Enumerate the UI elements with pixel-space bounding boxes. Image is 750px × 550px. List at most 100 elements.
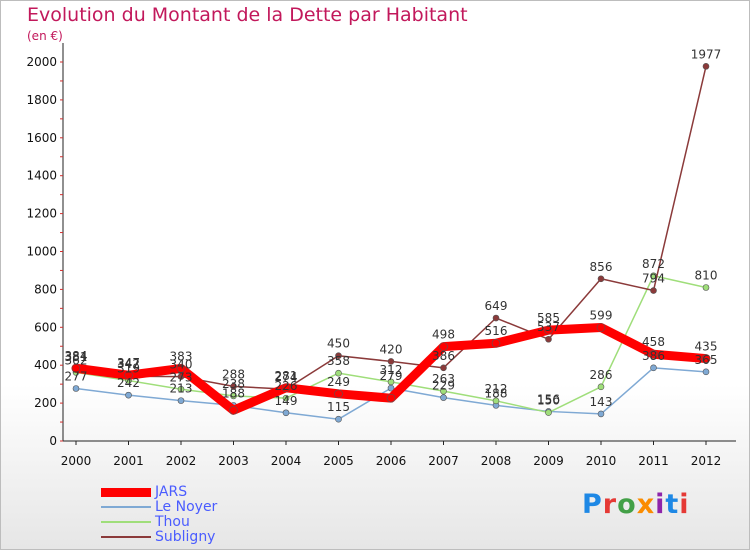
data-point-thou: [230, 392, 237, 400]
data-label-le-noyer: 242: [117, 376, 140, 390]
brand-letter: r: [602, 489, 618, 520]
data-label-subligny: 1977: [691, 47, 722, 61]
legend-label: Le Noyer: [155, 499, 218, 515]
data-label-le-noyer: 365: [695, 353, 718, 367]
data-point-thou: [335, 369, 342, 377]
legend-swatch: [101, 536, 151, 538]
data-label-subligny: 856: [590, 260, 613, 274]
x-tick-label: 2003: [218, 454, 249, 468]
data-label-jars: 383: [170, 349, 193, 363]
brand-letter: t: [665, 489, 680, 520]
y-tick-label: 600: [34, 320, 57, 334]
data-label-subligny: 450: [327, 337, 350, 351]
y-tick-label: 1600: [26, 131, 57, 145]
legend-item-le-noyer: Le Noyer: [101, 499, 301, 515]
legend-label: JARS: [155, 484, 188, 500]
x-tick-label: 2005: [323, 454, 354, 468]
series-labels: 384 347 383 281 249 498 516 585 599 458 435 277 242 2…: [65, 47, 722, 414]
series-lines: [71, 63, 711, 423]
data-label-subligny: 386: [432, 349, 455, 363]
legend-swatch: [101, 506, 151, 508]
x-tick-label: 2002: [166, 454, 197, 468]
data-point-subligny: [545, 335, 552, 343]
data-point-le-noyer: [282, 409, 290, 417]
y-tick-label: 1200: [26, 207, 57, 221]
data-label-thou: 286: [590, 368, 613, 382]
data-point-thou: [282, 394, 290, 402]
data-label-le-noyer: 143: [590, 395, 613, 409]
brand-letter: x: [636, 489, 656, 520]
data-label-thou: 238: [222, 377, 245, 391]
brand-letter: P: [582, 489, 603, 520]
data-point-le-noyer: [702, 368, 710, 376]
x-tick-label: 2006: [376, 454, 407, 468]
series-line-subligny: [75, 65, 707, 390]
y-tick-label: 2000: [26, 55, 57, 69]
data-point-thou: [387, 378, 395, 386]
data-point-subligny: [597, 275, 605, 283]
data-point-subligny: [335, 352, 342, 360]
data-label-le-noyer: 279: [380, 369, 403, 383]
data-point-jars: [229, 406, 238, 415]
data-point-thou: [177, 385, 185, 393]
data-label-subligny: 340: [170, 358, 193, 372]
data-label-jars: 281: [275, 369, 298, 383]
data-point-jars: [649, 349, 658, 359]
data-label-le-noyer: 188: [222, 386, 245, 400]
chart-subtitle: (en €): [27, 29, 63, 43]
data-label-subligny: 288: [222, 367, 245, 381]
data-point-thou: [597, 383, 605, 391]
data-point-jars: [176, 364, 186, 373]
x-tick-label: 2001: [113, 454, 144, 468]
data-point-jars: [386, 393, 396, 403]
data-label-le-noyer: 115: [327, 400, 350, 414]
data-point-le-noyer: [440, 394, 447, 401]
x-tick-label: 2004: [271, 454, 302, 468]
data-label-jars: 249: [327, 375, 350, 389]
data-label-jars: 585: [537, 311, 560, 325]
y-tick-label: 1000: [26, 245, 57, 259]
x-tick-label: 2010: [586, 454, 617, 468]
data-label-jars: 384: [65, 349, 88, 363]
data-label-le-noyer: 213: [170, 382, 193, 396]
data-point-jars: [701, 354, 711, 363]
data-point-le-noyer: [125, 391, 132, 399]
data-label-thou: 810: [695, 269, 718, 283]
brand-logo: Proxiti: [582, 489, 690, 520]
data-label-thou: 312: [380, 363, 403, 377]
data-label-thou: 273: [170, 370, 193, 384]
data-label-le-noyer: 188: [485, 386, 508, 400]
data-label-jars: 458: [642, 335, 665, 349]
data-label-le-noyer: 149: [275, 394, 298, 408]
data-point-le-noyer: [177, 397, 185, 404]
data-point-jars: [439, 342, 448, 351]
y-tick-label: 400: [34, 358, 57, 372]
data-label-thou: 358: [327, 354, 350, 368]
x-tick-label: 2000: [61, 454, 92, 468]
data-point-le-noyer: [335, 415, 342, 423]
x-tick-label: 2008: [481, 454, 512, 468]
x-tick-label: 2012: [691, 454, 722, 468]
data-label-thou: 362: [65, 353, 88, 367]
y-tick-label: 1400: [26, 169, 57, 183]
data-point-jars: [544, 325, 553, 335]
data-point-subligny: [650, 287, 657, 294]
legend-label: Thou: [155, 514, 190, 530]
data-point-le-noyer: [650, 364, 657, 372]
legend-item-jars: JARS: [101, 484, 301, 500]
data-point-thou: [440, 387, 447, 395]
data-label-thou: 263: [432, 372, 455, 386]
data-label-subligny: 794: [642, 272, 665, 286]
data-label-jars: 498: [432, 328, 455, 342]
line-chart: 0 200 400 600 800 1000 1200 1400 1600 1800 2000 200…: [26, 43, 736, 468]
data-point-jars: [71, 363, 81, 373]
data-label-le-noyer: 229: [432, 379, 455, 393]
data-point-le-noyer: [597, 410, 605, 418]
legend-item-thou: Thou: [101, 514, 301, 530]
data-label-jars: 347: [117, 356, 140, 370]
data-label-subligny: 274: [275, 370, 298, 384]
data-point-jars: [596, 323, 606, 332]
data-label-thou: 150: [537, 394, 560, 408]
data-point-subligny: [440, 364, 447, 372]
